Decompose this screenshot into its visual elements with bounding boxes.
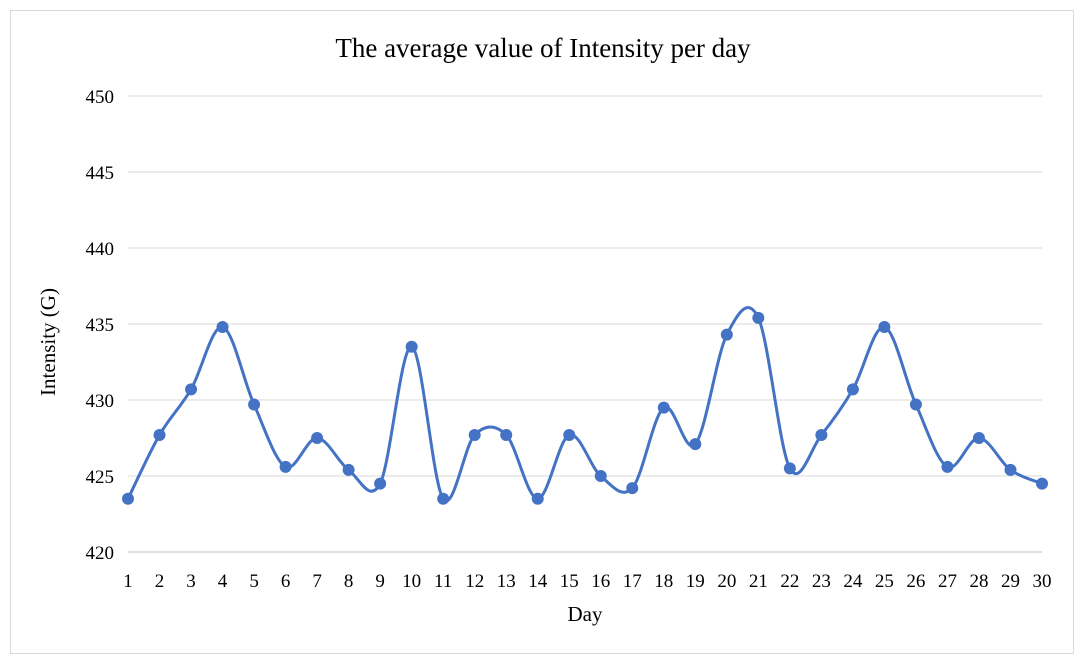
data-point	[720, 328, 733, 341]
x-tick-label: 18	[654, 571, 673, 592]
x-tick-label: 6	[281, 571, 291, 592]
y-tick-label: 445	[86, 163, 115, 184]
x-tick-label: 26	[906, 571, 925, 592]
x-tick-label: 8	[344, 571, 354, 592]
data-point	[941, 460, 954, 473]
data-point	[437, 492, 450, 505]
data-point	[500, 428, 513, 441]
x-tick-label: 23	[812, 571, 831, 592]
data-point	[311, 432, 324, 444]
x-tick-label: 16	[591, 571, 610, 592]
data-point	[689, 438, 702, 451]
x-tick-label: 5	[249, 571, 259, 592]
data-point	[1036, 477, 1048, 490]
x-tick-label: 29	[1001, 571, 1020, 592]
y-tick-label: 425	[86, 467, 115, 488]
data-point	[563, 428, 576, 441]
x-tick-label: 9	[375, 571, 385, 592]
x-tick-label: 28	[969, 571, 988, 592]
x-axis-title: Day	[568, 602, 603, 626]
data-point	[342, 463, 355, 476]
data-point	[657, 401, 670, 414]
x-tick-label: 1	[123, 571, 133, 592]
data-point	[531, 492, 544, 505]
gridlines	[128, 95, 1042, 553]
data-point	[909, 398, 922, 411]
x-tick-label: 4	[218, 571, 228, 592]
y-tick-label: 420	[86, 543, 115, 564]
x-tick-label: 27	[938, 571, 957, 592]
data-point	[878, 321, 891, 334]
chart-svg: The average value of Intensity per day 4…	[36, 33, 1052, 626]
x-tick-label: 20	[717, 571, 736, 592]
x-tick-labels: 1 2 3 4 5 6 7 8 9 10 11 12 13 14 15 16 17 18 19 20 21 22 23 24 2…	[123, 571, 1051, 592]
x-tick-label: 19	[686, 571, 705, 592]
y-tick-label: 450	[86, 87, 115, 108]
x-tick-label: 24	[843, 571, 863, 592]
series-line	[126, 306, 1044, 503]
x-tick-label: 13	[497, 571, 516, 592]
data-point	[468, 428, 481, 441]
data-point	[846, 383, 859, 396]
x-tick-label: 21	[749, 571, 768, 592]
chart-frame: The average value of Intensity per day 4…	[10, 10, 1074, 654]
x-tick-label: 12	[465, 571, 484, 592]
y-axis-title: Intensity (G)	[36, 288, 60, 396]
data-point	[122, 492, 134, 505]
data-point	[216, 321, 229, 334]
data-point	[626, 482, 639, 495]
x-tick-label: 17	[623, 571, 642, 592]
data-point	[783, 462, 796, 475]
data-point	[1004, 463, 1017, 476]
x-tick-label: 7	[312, 571, 322, 592]
x-tick-label: 25	[875, 571, 894, 592]
data-point	[185, 383, 198, 396]
data-point	[279, 460, 292, 473]
x-tick-label: 30	[1033, 571, 1052, 592]
x-tick-label: 10	[402, 571, 421, 592]
y-tick-label: 430	[86, 391, 115, 412]
y-tick-label: 435	[86, 315, 115, 336]
x-tick-label: 22	[780, 571, 799, 592]
data-point	[153, 428, 166, 441]
data-point	[405, 340, 418, 353]
x-tick-label: 15	[560, 571, 579, 592]
x-tick-label: 3	[186, 571, 196, 592]
y-tick-label: 440	[86, 239, 115, 260]
data-point	[752, 311, 765, 324]
series-layer	[122, 306, 1048, 505]
x-tick-label: 11	[434, 571, 452, 592]
data-point	[374, 477, 387, 490]
data-point	[815, 428, 828, 441]
data-point	[972, 432, 985, 444]
data-point	[594, 470, 607, 482]
chart-title: The average value of Intensity per day	[335, 33, 751, 63]
x-tick-label: 14	[528, 571, 548, 592]
y-tick-labels: 420 425 430 435 440 445 450	[86, 87, 115, 564]
x-tick-label: 2	[155, 571, 165, 592]
data-point	[248, 398, 261, 411]
